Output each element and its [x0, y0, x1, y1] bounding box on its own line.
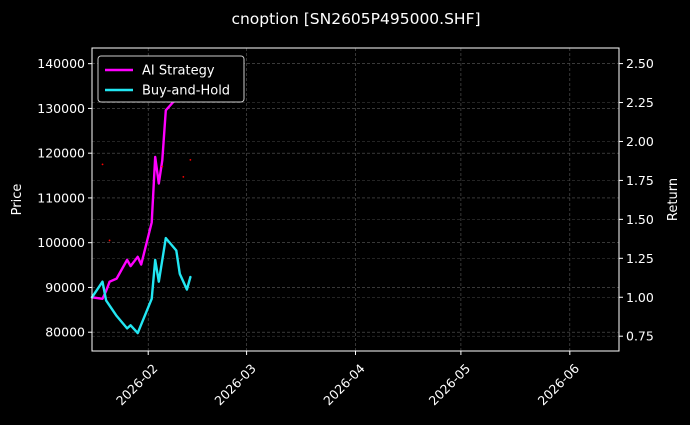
- y-tick-label-right: 2.00: [626, 134, 654, 149]
- chart-title: cnoption [SN2605P495000.SHF]: [231, 10, 480, 28]
- y-tick-label-left: 120000: [37, 146, 85, 161]
- trade-marker: [182, 175, 185, 178]
- y-tick-label-left: 80000: [45, 325, 85, 340]
- y-tick-label-right: 1.25: [626, 251, 654, 266]
- y-axis-label-right: Return: [666, 178, 681, 221]
- legend-label-buy-and-hold: Buy-and-Hold: [142, 84, 230, 99]
- trade-markers: [101, 158, 192, 242]
- y-tick-label-right: 0.75: [626, 329, 654, 344]
- y-tick-label-right: 2.25: [626, 95, 654, 110]
- series-line-buy-and-hold: [90, 236, 192, 335]
- legend-label-ai-strategy: AI Strategy: [142, 64, 215, 79]
- y-tick-label-right: 1.75: [626, 173, 654, 188]
- legend: AI Strategy Buy-and-Hold: [97, 55, 245, 103]
- y-tick-label-right: 1.00: [626, 290, 654, 305]
- y-tick-label-left: 130000: [37, 101, 85, 116]
- y-tick-label-right: 1.50: [626, 212, 654, 227]
- trade-marker: [108, 239, 111, 242]
- y-tick-label-right: 2.50: [626, 56, 654, 71]
- y-tick-label-left: 100000: [37, 235, 85, 250]
- trade-marker: [161, 165, 164, 168]
- trade-marker: [101, 163, 104, 166]
- legend-box: [97, 55, 245, 103]
- y-axis-label-left: Price: [10, 184, 25, 216]
- trade-marker: [189, 158, 192, 161]
- y-tick-label-left: 110000: [37, 190, 85, 205]
- y-tick-label-left: 90000: [45, 280, 85, 295]
- y-tick-label-left: 140000: [37, 56, 85, 71]
